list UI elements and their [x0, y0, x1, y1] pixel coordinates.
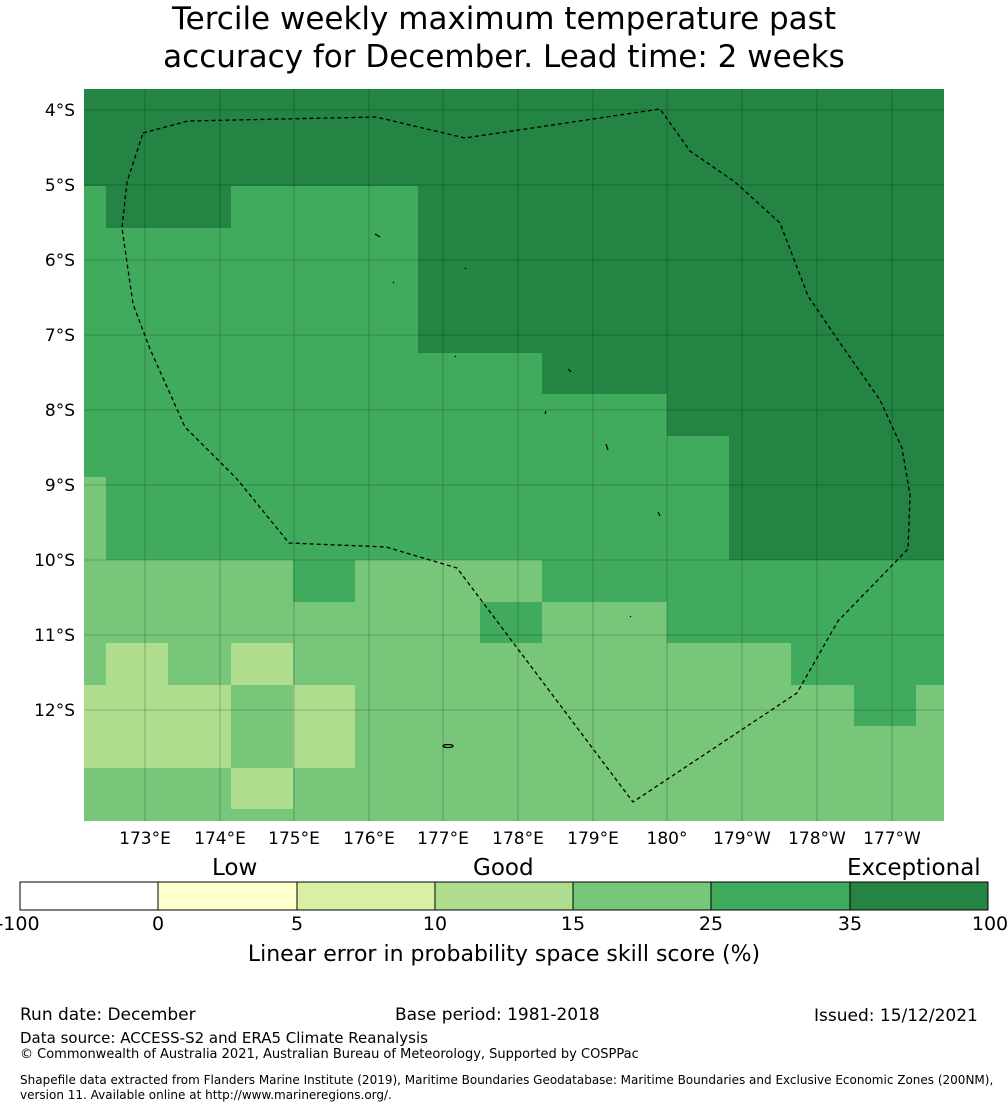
lon-label: 179°W: [713, 829, 771, 849]
island: [629, 615, 632, 618]
colorbar-segment: [158, 882, 297, 910]
chart-title: Tercile weekly maximum temperature past …: [0, 0, 1008, 76]
island: [544, 410, 547, 415]
map-cell: [293, 560, 355, 602]
lon-label: 178°W: [788, 829, 846, 849]
map-cell: [231, 643, 293, 685]
lon-label: 174°E: [194, 829, 246, 849]
lon-label: 175°E: [268, 829, 320, 849]
lon-label: 177°W: [863, 829, 921, 849]
colorbar-label: Linear error in probability space skill …: [247, 942, 761, 967]
colorbar-tick: 15: [560, 913, 586, 935]
colorbar-word-good: Good: [473, 855, 534, 881]
island: [374, 233, 381, 238]
map-cell: [854, 685, 916, 726]
lat-label: 6°S: [45, 251, 75, 271]
colorbar-frame: [19, 881, 989, 911]
latitude-labels: 4°S 5°S 6°S 7°S 8°S 9°S 10°S 11°S 12°S: [34, 101, 75, 721]
island: [442, 743, 454, 749]
map-cell: [84, 89, 944, 186]
colorbar-tick: 5: [290, 913, 304, 935]
map-cell: [106, 186, 231, 228]
map-cell: [667, 394, 944, 436]
map-cell: [480, 602, 542, 643]
island: [464, 267, 467, 270]
colorbar-tick: 0: [151, 913, 165, 935]
map-cell: [231, 768, 293, 809]
data-source: Data source: ACCESS-S2 and ERA5 Climate …: [20, 1029, 428, 1047]
base-period: Base period: 1981-2018: [395, 1005, 600, 1025]
lon-label: 180°: [647, 829, 688, 849]
run-date: Run date: December: [20, 1005, 196, 1025]
island: [657, 511, 661, 517]
map-cell: [791, 643, 944, 685]
map-cell: [84, 685, 231, 768]
colorbar-word-low: Low: [212, 855, 258, 881]
map-cell: [84, 477, 106, 560]
map-cell: [106, 643, 168, 685]
shapefile-credit: Shapefile data extracted from Flanders M…: [20, 1073, 994, 1102]
colorbar-segment: [435, 882, 573, 910]
lat-label: 12°S: [34, 701, 75, 721]
map-cell: [418, 186, 944, 353]
colorbar-tick: 100: [971, 913, 1008, 935]
lon-label: 173°E: [119, 829, 171, 849]
lat-label: 5°S: [45, 176, 75, 196]
colorbar-segment: [297, 882, 435, 910]
colorbar-segment: [711, 882, 850, 910]
lat-label: 10°S: [34, 551, 75, 571]
colorbar-tick: 10: [422, 913, 448, 935]
colorbar-segment: [20, 882, 158, 910]
colorbar-word-exceptional: Exceptional: [847, 855, 981, 881]
lat-label: 4°S: [45, 101, 75, 121]
island: [392, 281, 395, 284]
title-line-2: accuracy for December. Lead time: 2 week…: [163, 39, 845, 75]
lat-label: 7°S: [45, 326, 75, 346]
map-cell: [293, 685, 355, 768]
colorbar-segment: [850, 882, 988, 910]
lat-label: 11°S: [34, 626, 75, 646]
copyright: © Commonwealth of Australia 2021, Austra…: [20, 1047, 639, 1062]
colorbar-tick: 35: [837, 913, 863, 935]
islands: [374, 233, 661, 749]
island: [567, 368, 572, 373]
lat-label: 9°S: [45, 476, 75, 496]
map-cell: [542, 353, 944, 394]
colorbar-tick: 25: [698, 913, 724, 935]
island: [454, 355, 457, 358]
skill-score-map: 4°S 5°S 6°S 7°S 8°S 9°S 10°S 11°S 12°S 1…: [34, 89, 944, 849]
title-line-1: Tercile weekly maximum temperature past: [171, 1, 836, 37]
map-cell: [729, 436, 944, 560]
map-gridlines: [84, 89, 944, 821]
colorbar-segment: [573, 882, 711, 910]
lon-label: 178°E: [492, 829, 544, 849]
issued-date: Issued: 15/12/2021: [814, 1006, 978, 1026]
map-cells: [84, 89, 944, 821]
lat-label: 8°S: [45, 401, 75, 421]
map-cell: [667, 602, 944, 643]
map-cell: [542, 560, 944, 602]
island: [605, 443, 609, 451]
lon-label: 179°E: [567, 829, 619, 849]
longitude-labels: 173°E 174°E 175°E 176°E 177°E 178°E 179°…: [119, 829, 921, 849]
eez-boundary: [121, 108, 911, 803]
lon-label: 176°E: [343, 829, 395, 849]
lon-label: 177°E: [417, 829, 469, 849]
colorbar: [19, 881, 989, 911]
colorbar-tick: -100: [0, 913, 40, 935]
